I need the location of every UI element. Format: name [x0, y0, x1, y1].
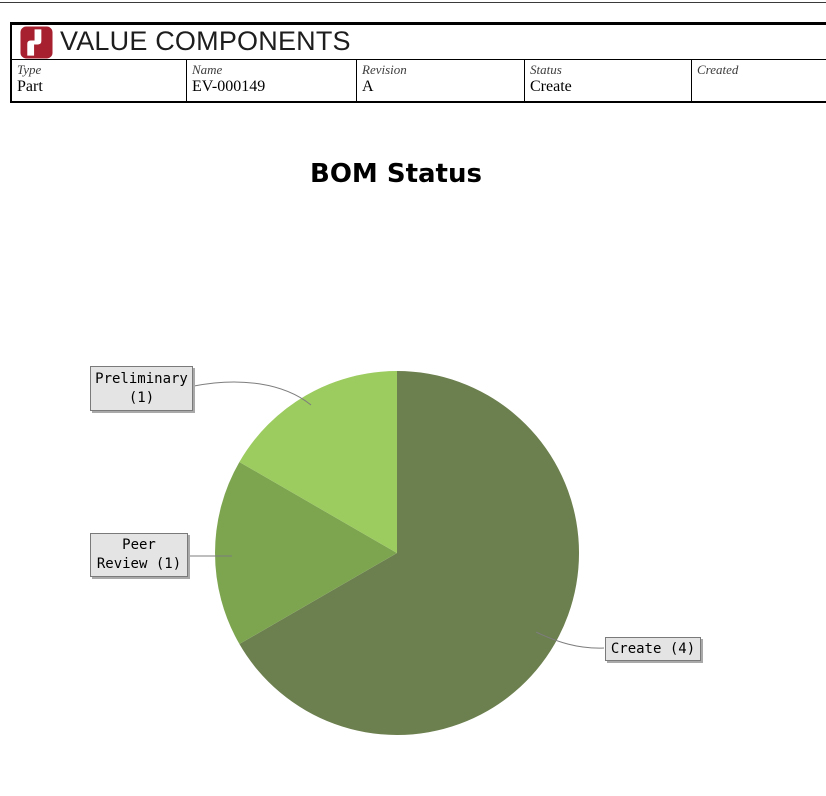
prop-cell-type: Type Part [12, 60, 187, 101]
brand-title: VALUE COMPONENTS [60, 25, 351, 56]
prop-cell-name: Name EV-000149 [187, 60, 357, 101]
chart-title: BOM Status [310, 159, 482, 189]
prop-value-name: EV-000149 [192, 78, 266, 95]
prop-value-type: Part [17, 78, 43, 95]
company-logo-icon [20, 26, 53, 59]
prop-label-name: Name [192, 62, 223, 77]
prop-label-created: Created [697, 62, 739, 77]
callout-preliminary-line2: (1) [128, 389, 155, 406]
pie-slice-preliminary[interactable] [239, 371, 397, 553]
callout-peer-review-line2: Review (1) [96, 556, 182, 572]
prop-label-revision: Revision [362, 62, 407, 77]
connector-create [535, 631, 605, 649]
prop-cell-revision: Revision A [357, 60, 525, 101]
page-top-rule [0, 2, 826, 3]
prop-label-status: Status [530, 62, 562, 77]
prop-cell-status: Status Create [525, 60, 692, 101]
callout-peer-review-line1: Peer [122, 537, 156, 553]
connector-preliminary [193, 381, 312, 406]
callout-peer-review: Peer Review (1) [90, 533, 188, 577]
prop-label-type: Type [17, 62, 42, 77]
pie-slice-create[interactable] [239, 371, 580, 736]
report-header-banner: VALUE COMPONENTS [10, 22, 826, 59]
item-properties-strip: Type Part Name EV-000149 Revision A Stat… [10, 59, 826, 103]
callout-preliminary-line1: Preliminary [95, 370, 188, 387]
prop-value-revision: A [362, 78, 374, 95]
prop-cell-created: Created [692, 60, 826, 101]
callout-create: Create (4) [605, 637, 701, 661]
pie-slice-peer-review[interactable] [215, 462, 397, 644]
prop-value-status: Create [530, 78, 572, 95]
callout-preliminary: Preliminary (1) [90, 366, 193, 411]
callout-create-line1: Create (4) [610, 640, 696, 657]
